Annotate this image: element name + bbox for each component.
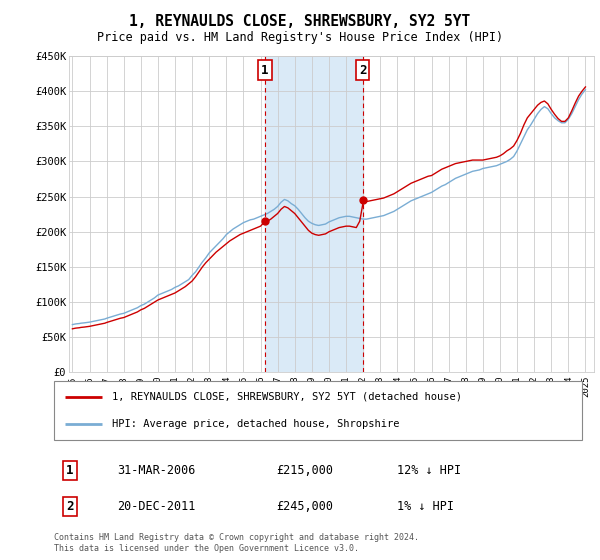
- Text: 20-DEC-2011: 20-DEC-2011: [118, 500, 196, 513]
- Text: 1, REYNAULDS CLOSE, SHREWSBURY, SY2 5YT (detached house): 1, REYNAULDS CLOSE, SHREWSBURY, SY2 5YT …: [112, 391, 462, 402]
- Text: 1, REYNAULDS CLOSE, SHREWSBURY, SY2 5YT: 1, REYNAULDS CLOSE, SHREWSBURY, SY2 5YT: [130, 14, 470, 29]
- Text: £215,000: £215,000: [276, 464, 333, 477]
- Text: 12% ↓ HPI: 12% ↓ HPI: [397, 464, 461, 477]
- Text: 2: 2: [359, 64, 367, 77]
- Text: £245,000: £245,000: [276, 500, 333, 513]
- Text: Contains HM Land Registry data © Crown copyright and database right 2024.
This d: Contains HM Land Registry data © Crown c…: [54, 533, 419, 553]
- Text: 2: 2: [66, 500, 74, 513]
- Text: HPI: Average price, detached house, Shropshire: HPI: Average price, detached house, Shro…: [112, 419, 400, 429]
- Bar: [265, 56, 362, 372]
- Text: 31-MAR-2006: 31-MAR-2006: [118, 464, 196, 477]
- Text: 1: 1: [66, 464, 74, 477]
- Text: 1: 1: [261, 64, 269, 77]
- Text: Price paid vs. HM Land Registry's House Price Index (HPI): Price paid vs. HM Land Registry's House …: [97, 31, 503, 44]
- Text: 1% ↓ HPI: 1% ↓ HPI: [397, 500, 454, 513]
